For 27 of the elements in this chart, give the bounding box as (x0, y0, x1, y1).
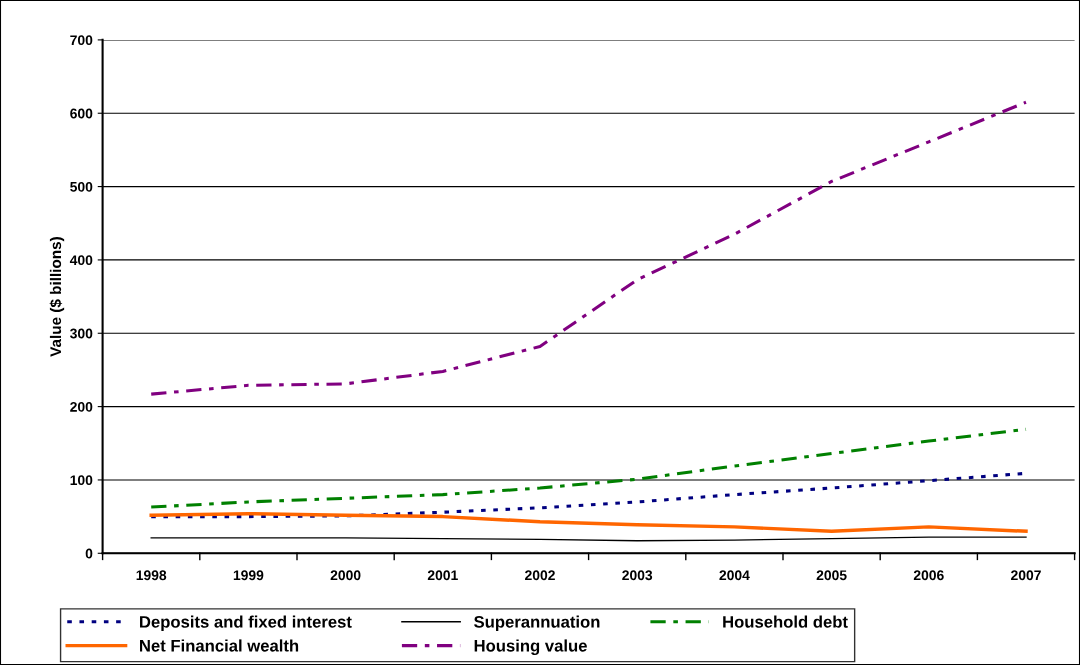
x-tick-label: 2005 (816, 570, 847, 581)
line-series (149, 427, 1028, 509)
y-axis-title: Value ($ billions) (49, 237, 65, 357)
y-tick-label: 500 (70, 181, 93, 192)
x-tick-label: 2000 (330, 570, 361, 581)
line-series (149, 511, 1028, 534)
x-tick-label: 1998 (136, 570, 167, 581)
y-tick-label: 0 (85, 548, 93, 559)
y-tick-label: 600 (70, 108, 93, 119)
legend-label: Household debt (723, 615, 848, 628)
x-tick-label: 2003 (622, 570, 653, 581)
y-tick-label: 200 (70, 401, 93, 412)
x-tick-label: 2007 (1011, 570, 1041, 581)
x-tick-label: 2004 (719, 570, 750, 581)
x-tick-label: 2001 (427, 570, 458, 581)
legend-label: Housing value (474, 639, 587, 655)
legend-label: Superannuation (474, 615, 600, 632)
legend-label: Net Financial wealth (140, 639, 299, 652)
y-tick-label: 700 (70, 35, 93, 46)
line-series (149, 100, 1028, 396)
y-tick-label: 400 (69, 255, 93, 266)
x-tick-label: 1999 (233, 570, 264, 581)
y-tick-label: 300 (70, 328, 93, 339)
x-tick-label: 2002 (525, 570, 555, 581)
x-tick-label: 2006 (913, 570, 944, 581)
legend-label: Deposits and fixed interest (140, 615, 352, 632)
y-tick-label: 100 (70, 475, 93, 486)
